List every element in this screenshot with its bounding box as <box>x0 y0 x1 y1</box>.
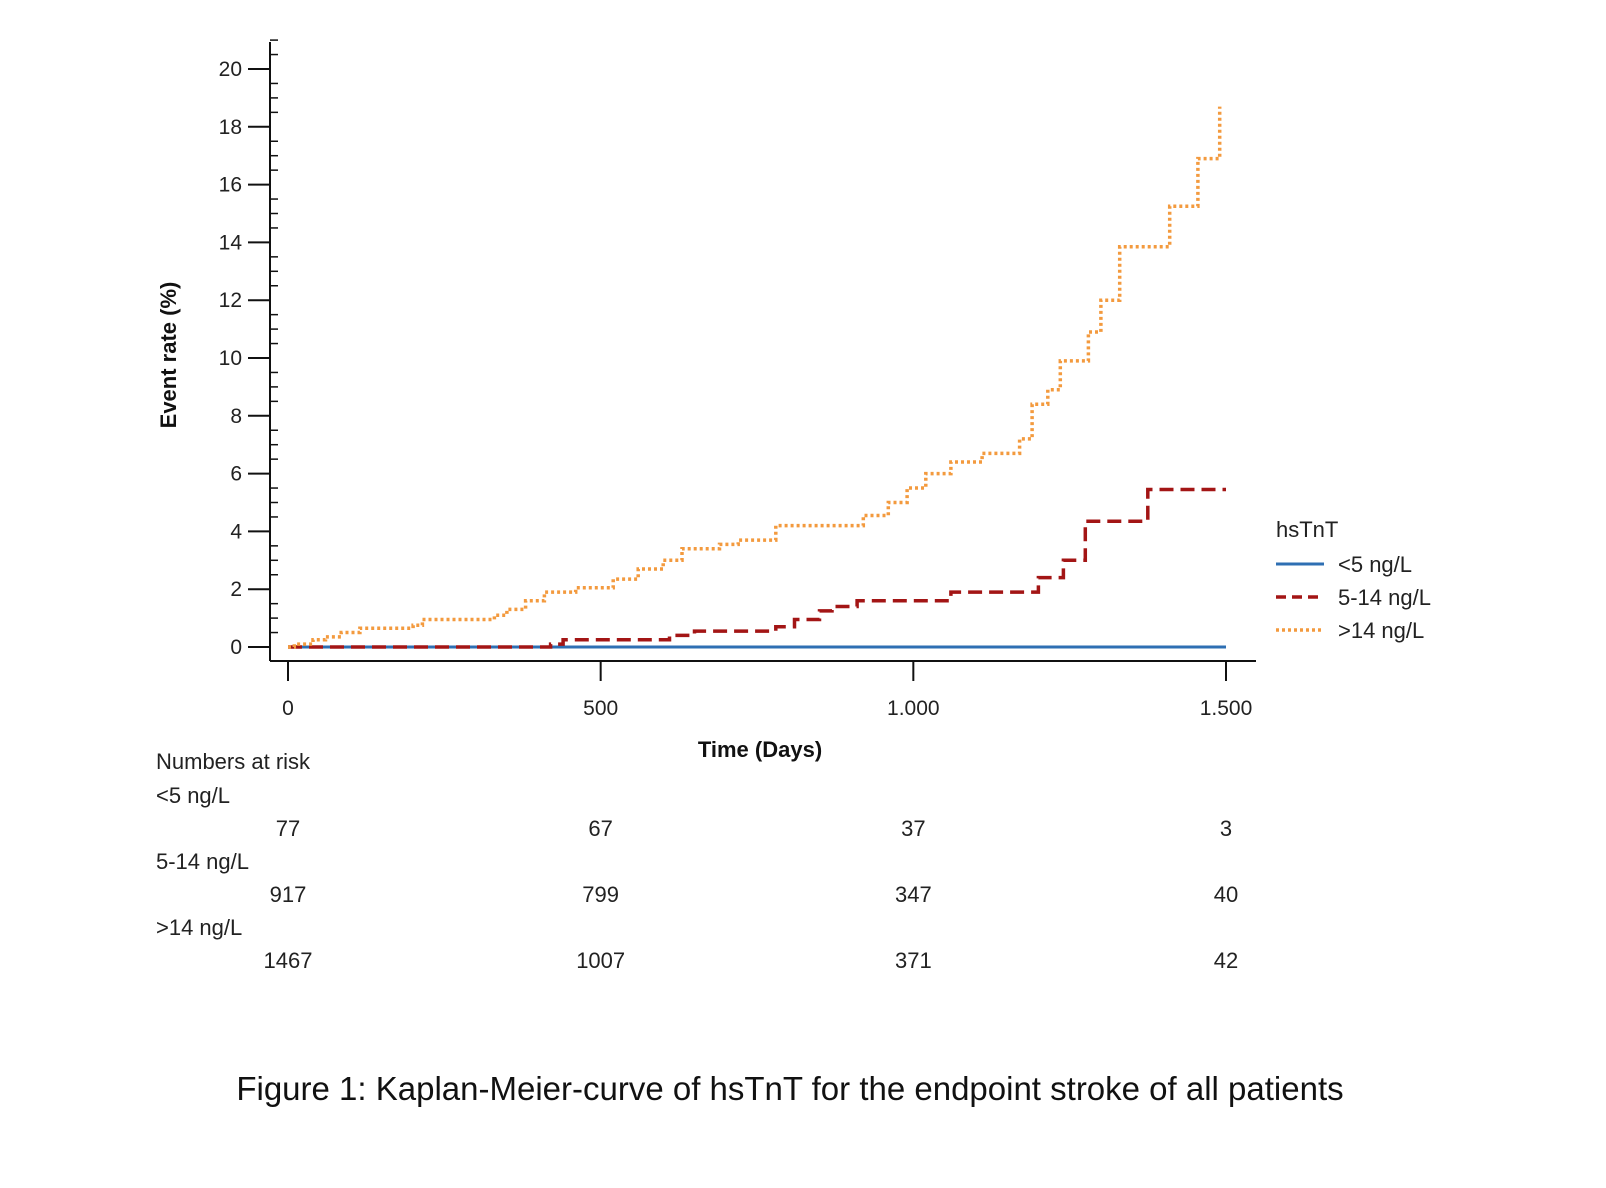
risk-count: 1007 <box>576 948 625 973</box>
series-layer <box>288 106 1226 649</box>
y-tick-label: 14 <box>219 231 243 254</box>
x-tick-label: 1.500 <box>1200 697 1253 720</box>
y-tick-label: 18 <box>219 116 242 139</box>
risk-count: 917 <box>270 882 307 907</box>
y-tick-label: 12 <box>219 289 242 312</box>
risk-count: 40 <box>1214 882 1238 907</box>
risk-count: 42 <box>1214 948 1238 973</box>
numbers-at-risk-table: Numbers at risk <5 ng/L 77 67 37 3 5-14 ng/L 9… <box>156 749 1238 973</box>
risk-count: 799 <box>582 882 619 907</box>
y-tick-label: 10 <box>219 347 242 370</box>
risk-count: 67 <box>588 816 612 841</box>
legend-title: hsTnT <box>1276 517 1338 542</box>
x-tick-label: 1.000 <box>887 697 940 720</box>
y-tick-label: 6 <box>230 463 242 486</box>
risk-count: 371 <box>895 948 932 973</box>
y-tick-label: 20 <box>219 58 242 81</box>
y-tick-label: 0 <box>230 636 242 659</box>
risk-count: 3 <box>1220 816 1232 841</box>
risk-table-title: Numbers at risk <box>156 749 311 774</box>
y-tick-label: 2 <box>230 578 242 601</box>
risk-group-label: >14 ng/L <box>156 915 242 940</box>
risk-group-label: <5 ng/L <box>156 783 230 808</box>
legend-label: >14 ng/L <box>1338 618 1424 643</box>
risk-count: 347 <box>895 882 932 907</box>
y-tick-label: 8 <box>230 405 242 428</box>
y-axis-title: Event rate (%) <box>156 282 181 429</box>
x-tick-label: 0 <box>282 697 294 720</box>
series-line <box>288 106 1222 649</box>
y-tick-label: 4 <box>230 520 242 543</box>
figure-caption: Figure 1: Kaplan-Meier-curve of hsTnT fo… <box>236 1070 1344 1107</box>
series-line <box>288 487 1226 649</box>
legend-label: <5 ng/L <box>1338 552 1412 577</box>
x-axis: 0 500 1.000 1.500 <box>282 661 1252 720</box>
y-axis: 0 2 4 6 8 10 12 14 16 18 20 <box>219 39 278 659</box>
risk-count: 37 <box>901 816 925 841</box>
legend-label: 5-14 ng/L <box>1338 585 1431 610</box>
y-tick-label: 16 <box>219 174 242 197</box>
x-axis-title: Time (Days) <box>698 737 822 762</box>
risk-group-label: 5-14 ng/L <box>156 849 249 874</box>
legend: hsTnT <5 ng/L 5-14 ng/L >14 ng/L <box>1276 517 1431 643</box>
risk-count: 77 <box>276 816 300 841</box>
x-tick-label: 500 <box>583 697 618 720</box>
risk-count: 1467 <box>264 948 313 973</box>
